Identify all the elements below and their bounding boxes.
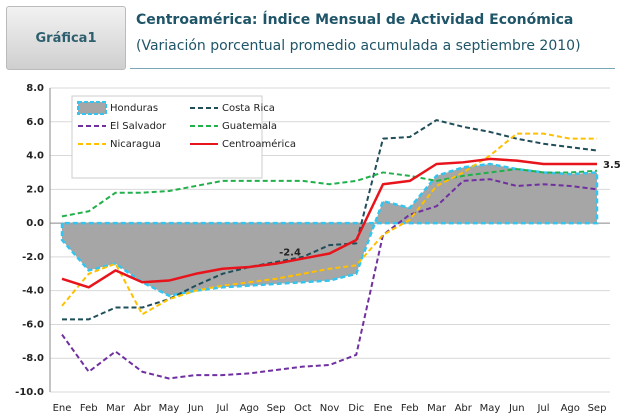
y-tick-label: 0.0 xyxy=(26,218,44,229)
line xyxy=(61,157,597,289)
data-label: -2.4 xyxy=(279,248,301,259)
x-tick-label: Ene xyxy=(53,403,72,414)
chart-title: Centroamérica: Índice Mensual de Activid… xyxy=(136,12,574,28)
x-tick-label: Oct xyxy=(294,403,311,414)
chart-subtitle: (Variación porcentual promedio acumulada… xyxy=(136,38,581,54)
y-tick-label: -2.0 xyxy=(22,252,44,263)
legend-label: Honduras xyxy=(110,103,158,114)
y-tick-label: -6.0 xyxy=(22,319,44,330)
x-tick-label: Jul xyxy=(536,403,549,414)
x-tick-label: Ago xyxy=(240,403,259,414)
legend-swatch xyxy=(77,101,107,115)
chart-label: Gráfica1 xyxy=(6,6,126,70)
line xyxy=(61,132,597,316)
x-tick-label: May xyxy=(480,403,501,414)
legend-label: Costa Rica xyxy=(222,103,275,114)
y-tick-label: -8.0 xyxy=(22,353,44,364)
y-tick-label: 2.0 xyxy=(26,184,44,195)
divider xyxy=(130,68,615,69)
legend-label: El Salvador xyxy=(110,121,167,132)
line xyxy=(61,178,598,380)
x-tick-label: Feb xyxy=(401,403,419,414)
data-label: 3.5 xyxy=(603,160,621,171)
x-tick-label: May xyxy=(159,403,180,414)
x-tick-label: Ago xyxy=(561,403,580,414)
y-tick-label: 8.0 xyxy=(26,83,44,94)
line xyxy=(62,119,598,321)
x-tick-label: Dic xyxy=(348,403,364,414)
x-tick-label: Mar xyxy=(427,403,447,414)
legend-label: Guatemala xyxy=(222,121,277,132)
x-tick-label: Nov xyxy=(320,403,340,414)
legend-label: Centroamérica xyxy=(222,138,296,150)
y-tick-label: 4.0 xyxy=(26,151,44,162)
legend-label: Nicaragua xyxy=(110,139,161,150)
x-tick-label: Jul xyxy=(215,403,228,414)
x-tick-label: Ene xyxy=(374,403,393,414)
x-tick-label: Abr xyxy=(455,403,473,414)
x-tick-label: Jun xyxy=(508,403,525,414)
line xyxy=(61,168,598,218)
x-tick-label: Abr xyxy=(134,403,152,414)
y-tick-label: -4.0 xyxy=(22,286,44,297)
x-tick-label: Jun xyxy=(187,403,204,414)
x-tick-label: Feb xyxy=(80,403,98,414)
x-tick-label: Sep xyxy=(267,403,286,414)
y-tick-label: -10.0 xyxy=(15,387,44,398)
y-tick-label: 6.0 xyxy=(26,117,44,128)
x-tick-label: Mar xyxy=(106,403,126,414)
x-tick-label: Sep xyxy=(588,403,607,414)
